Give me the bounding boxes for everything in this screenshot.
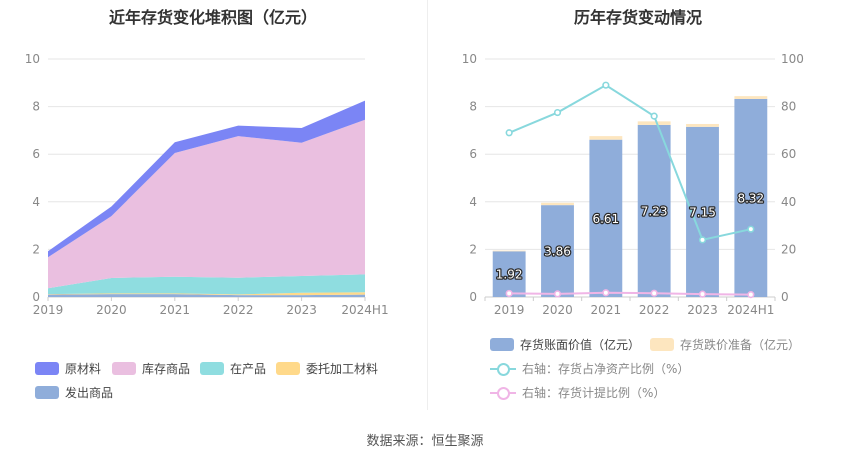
bar-provision (541, 202, 574, 206)
y-tick-label: 6 (469, 147, 477, 161)
legend-net-asset-ratio[interactable]: 右轴：存货占净资产比例（%） (490, 360, 689, 377)
area-consigned (48, 292, 365, 296)
legend-line-swatch (490, 386, 516, 400)
line-point (747, 225, 755, 233)
legend-swatch (276, 362, 300, 375)
line-point (553, 290, 562, 298)
right-chart-title: 历年存货变动情况 (573, 8, 702, 27)
legend-swatch (112, 362, 136, 375)
legend-swatch (650, 338, 674, 351)
legend-provision-ratio[interactable]: 右轴：存货计提比例（%） (490, 384, 665, 401)
legend-label: 右轴：存货占净资产比例（%） (522, 362, 690, 376)
x-tick-label: 2019 (494, 303, 525, 317)
line-point (505, 289, 513, 298)
y-tick-label: 4 (469, 195, 477, 209)
legend-label: 委托加工材料 (306, 362, 379, 376)
bar-provision (637, 121, 671, 125)
x-tick-label: 2019 (33, 303, 64, 317)
left-chart-title: 近年存货变化堆积图（亿元） (108, 8, 317, 27)
y-tick-label: 0 (32, 290, 40, 304)
legend-swatch (200, 362, 224, 375)
x-tick-label: 2023 (687, 303, 718, 317)
y-tick-label: 8 (32, 100, 40, 114)
bar-book-value (637, 124, 671, 298)
line-point (698, 236, 707, 244)
x-tick-label: 2024H1 (727, 303, 774, 317)
legend-swatch (490, 338, 514, 351)
bar-book-value (492, 251, 526, 297)
area-shipped (48, 294, 365, 297)
line-point (698, 290, 707, 298)
y-tick-label: 2 (32, 242, 40, 256)
line-point (650, 289, 658, 297)
line-point (505, 129, 513, 137)
line-provision-ratio (509, 291, 751, 296)
y2-tick-label: 60 (781, 147, 796, 161)
stacked-area-chart: 0 2 4 6 8 10 2019 2020 2021 2022 2023 2024H1 (25, 52, 389, 317)
line-point (553, 108, 562, 117)
y-tick-label: 8 (469, 100, 477, 114)
line-point (602, 81, 610, 89)
legend-label: 发出商品 (65, 386, 114, 400)
y2-tick-label: 0 (781, 290, 789, 304)
bar-provision (734, 96, 768, 99)
bar-value-label: 6.61 (592, 212, 619, 226)
y-tick-label: 2 (469, 242, 477, 256)
area-wip (48, 274, 365, 295)
x-tick-label: 2023 (286, 303, 317, 317)
legend-label: 在产品 (230, 362, 267, 376)
bar-book-value (734, 98, 768, 297)
area-raw_materials (48, 100, 365, 258)
legend-inventory-goods[interactable]: 库存商品 (112, 360, 190, 377)
x-tick-label: 2022 (223, 303, 254, 317)
y2-tick-label: 40 (781, 195, 796, 209)
legend-swatch (35, 386, 59, 399)
bar-provision (492, 250, 526, 252)
legend-provision[interactable]: 存货跌价准备（亿元） (650, 336, 800, 353)
y2-tick-label: 20 (781, 242, 796, 256)
y2-tick-label: 100 (781, 52, 804, 66)
y-tick-label: 0 (469, 290, 477, 304)
legend-raw-materials[interactable]: 原材料 (35, 360, 101, 377)
bar-book-value (541, 205, 574, 297)
bar-value-label: 1.92 (496, 268, 523, 282)
y-tick-label: 6 (32, 147, 40, 161)
legend-consigned[interactable]: 委托加工材料 (276, 360, 378, 377)
bar-provision (589, 136, 623, 140)
x-tick-label: 2021 (160, 303, 191, 317)
legend-label: 存货跌价准备（亿元） (680, 338, 801, 352)
bar-book-value (589, 139, 623, 297)
line-point (650, 112, 658, 120)
legend-shipped[interactable]: 发出商品 (35, 384, 113, 401)
area-inventory_goods (48, 119, 365, 289)
legend-label: 右轴：存货计提比例（%） (522, 386, 666, 400)
y2-tick-label: 80 (781, 100, 796, 114)
panel-divider (427, 0, 428, 410)
x-tick-label: 2022 (639, 303, 670, 317)
legend-label: 存货账面价值（亿元） (520, 338, 641, 352)
x-tick-label: 2020 (96, 303, 127, 317)
legend-book-value[interactable]: 存货账面价值（亿元） (490, 336, 640, 353)
line-net-asset-ratio (508, 84, 752, 242)
bar-value-label: 7.15 (689, 205, 716, 219)
y-tick-label: 4 (32, 195, 40, 209)
data-source: 数据来源：恒生聚源 (366, 434, 484, 449)
legend-swatch (35, 362, 59, 375)
bar-value-label: 7.23 (641, 204, 668, 218)
legend-line-swatch (490, 362, 516, 376)
legend-label: 原材料 (65, 362, 102, 376)
y-tick-label: 10 (25, 52, 40, 66)
x-tick-label: 2024H1 (341, 303, 388, 317)
bar-provision (686, 123, 719, 127)
x-tick-label: 2020 (542, 303, 573, 317)
bar-value-label: 3.86 (544, 245, 571, 259)
line-point (602, 289, 610, 297)
line-point (747, 291, 755, 299)
legend-wip[interactable]: 在产品 (200, 360, 266, 377)
legend-label: 库存商品 (142, 362, 191, 376)
y-tick-label: 10 (462, 52, 477, 66)
bar-value-label: 8.32 (737, 191, 764, 205)
x-tick-label: 2021 (591, 303, 622, 317)
